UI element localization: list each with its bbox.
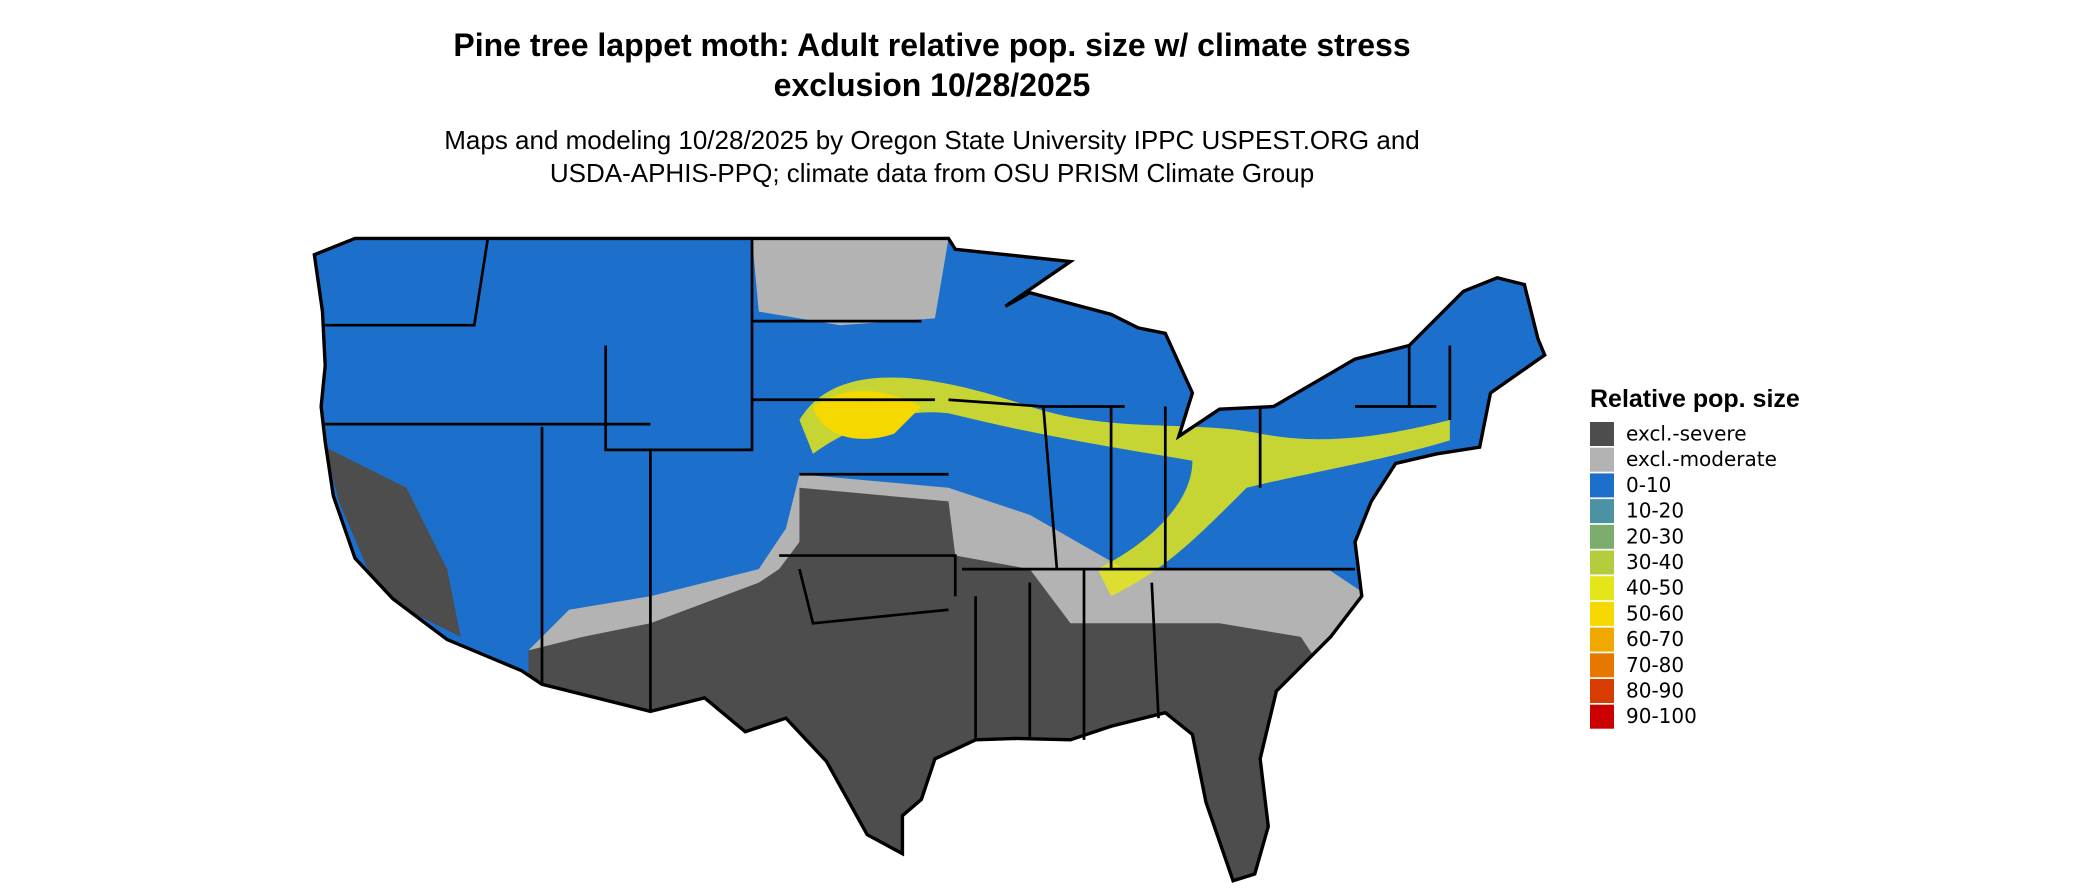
legend-label: 50-60 [1626,601,1684,625]
us-map [312,236,1547,883]
legend-label: 60-70 [1626,627,1684,651]
title-line: Pine tree lappet moth: Adult relative po… [453,27,1410,63]
legend-swatch [1590,473,1614,498]
legend-title: Relative pop. size [1590,385,1800,413]
legend-label: 10-20 [1626,499,1684,523]
region-fill [752,238,949,326]
legend-label: excl.-severe [1626,422,1747,446]
us-outline [312,236,1547,883]
legend-swatch [1590,447,1614,472]
legend-label: 40-50 [1626,576,1684,600]
legend-swatch [1590,679,1614,703]
legend-label: 0-10 [1626,473,1671,497]
legend-label: 30-40 [1626,550,1684,574]
legend: excl.-severeexcl.-moderate0-1010-2020-30… [1590,422,1777,729]
legend-label: 90-100 [1626,704,1697,728]
region-fill [325,447,461,637]
legend-swatch [1590,601,1614,626]
legend-swatch [1590,550,1614,575]
title-line: exclusion 10/28/2025 [774,67,1091,103]
legend-swatch [1590,422,1614,446]
legend-swatch [1590,704,1614,729]
state-borders [325,238,1452,740]
legend-label: 70-80 [1626,653,1684,677]
subtitle-line: USDA-APHIS-PPQ; climate data from OSU PR… [550,158,1314,188]
legend-swatch [1590,627,1614,652]
legend-label: 20-30 [1626,524,1684,548]
legend-swatch [1590,653,1614,678]
legend-swatch [1590,524,1614,549]
legend-swatch [1590,576,1614,601]
legend-label: excl.-moderate [1626,447,1777,471]
legend-swatch [1590,499,1614,524]
subtitle-line: Maps and modeling 10/28/2025 by Oregon S… [444,125,1420,155]
region-fill [813,390,922,439]
legend-label: 80-90 [1626,679,1684,703]
